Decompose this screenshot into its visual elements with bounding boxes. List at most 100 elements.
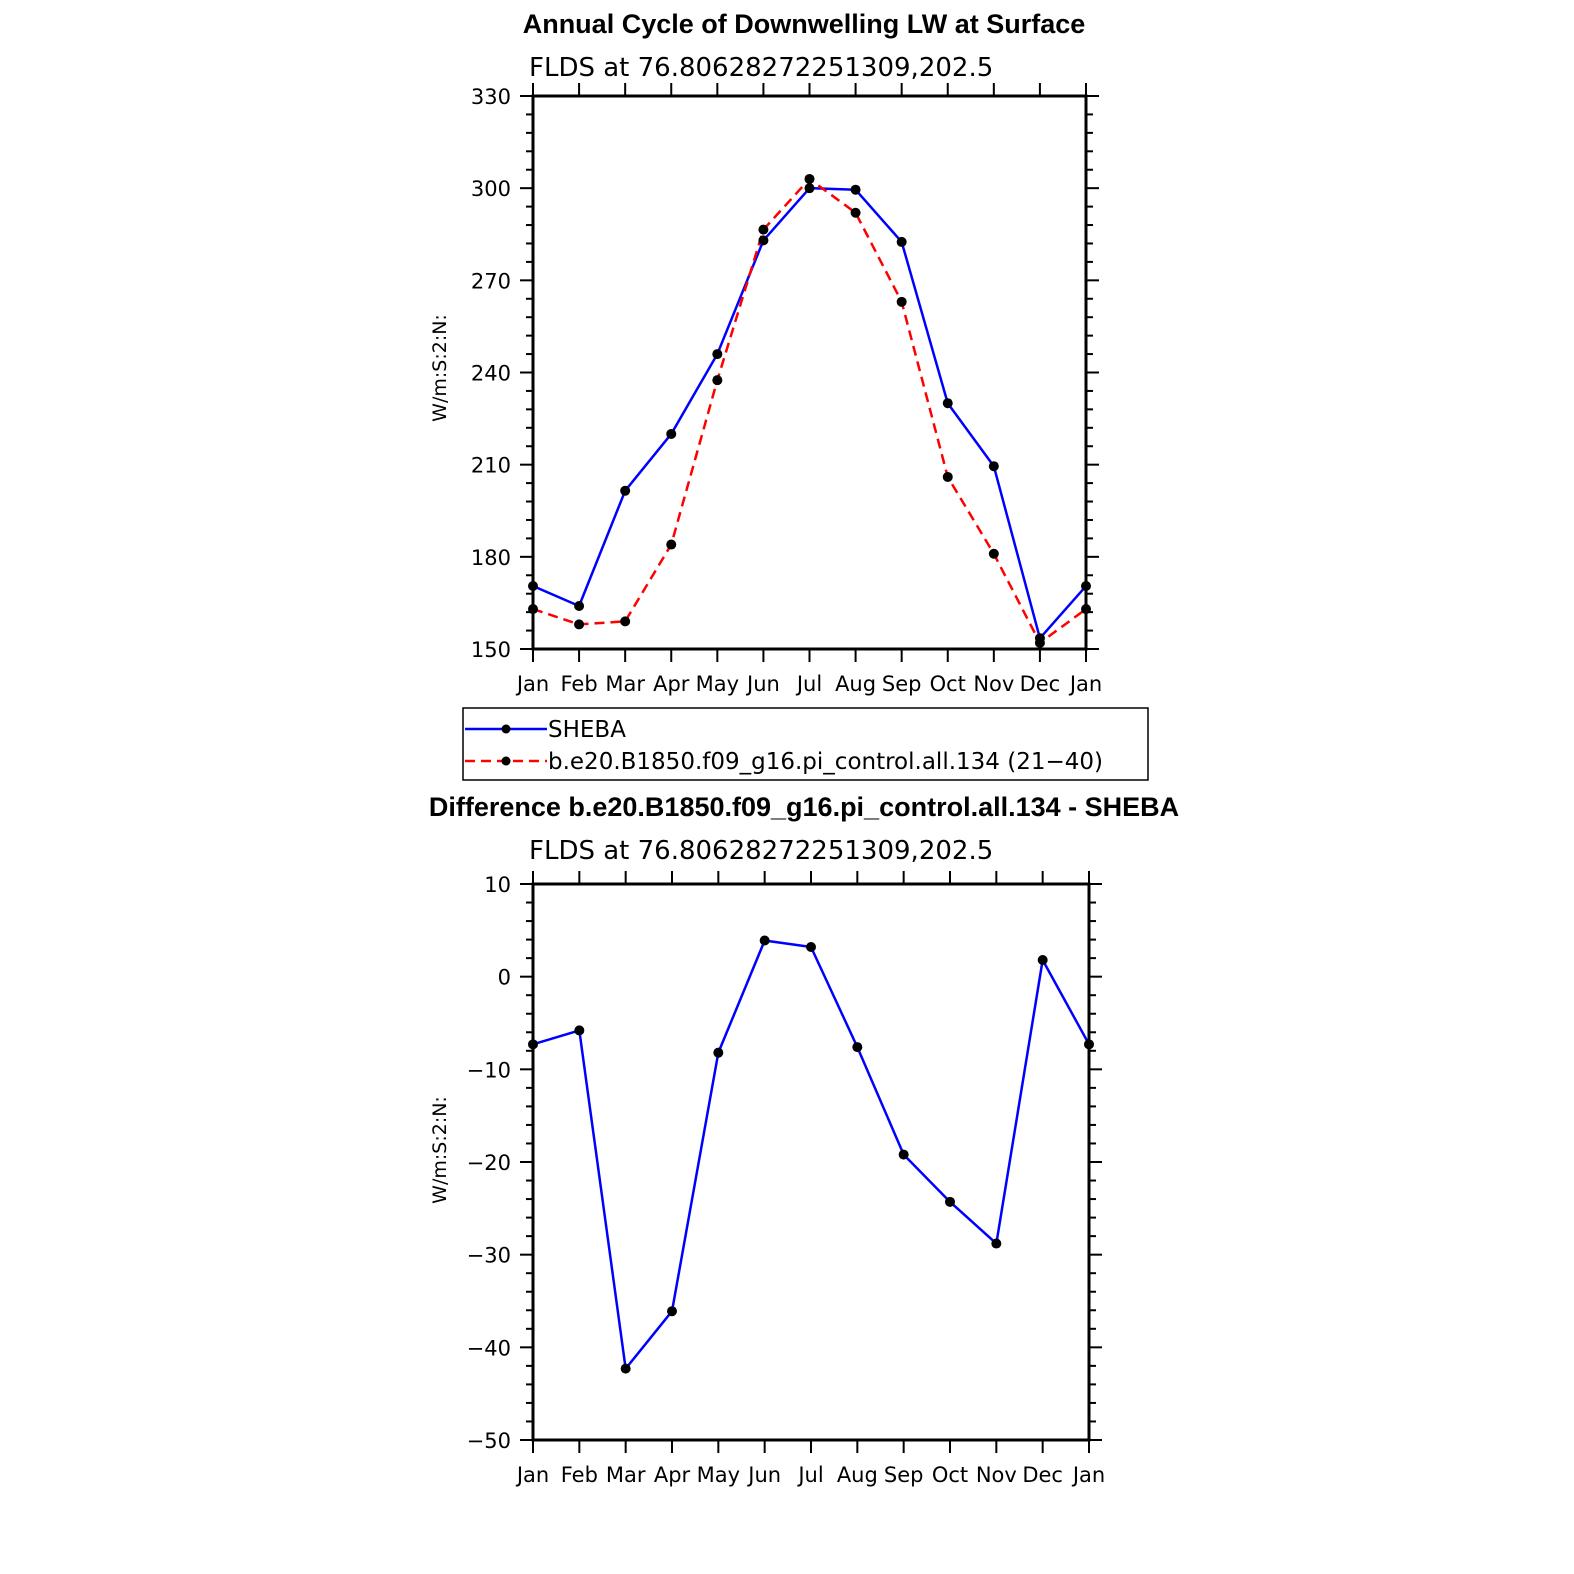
plot-frame (531, 882, 1091, 1442)
data-point (667, 1306, 677, 1317)
data-point (896, 296, 907, 307)
y-tick-label: 240 (471, 362, 511, 386)
y-tick-label: 270 (471, 269, 511, 293)
data-point (713, 1047, 724, 1058)
x-tick-label: Jan (515, 1463, 549, 1487)
legend-item-model: b.e20.B1850.f09_g16.pi_control.all.134 (… (465, 749, 1103, 775)
y-tick-label: 0 (498, 966, 511, 990)
x-tick-label: Apr (654, 1463, 691, 1487)
data-point (804, 173, 815, 184)
data-point (991, 1238, 1002, 1249)
x-tick-label: Feb (561, 1463, 598, 1487)
data-point (988, 548, 999, 559)
chart-title: Difference b.e20.B1850.f09_g16.pi_contro… (429, 792, 1179, 822)
y-tick-label: −20 (467, 1151, 511, 1175)
x-tick-label: Sep (884, 1463, 924, 1487)
data-point (620, 485, 631, 496)
series-line-0 (532, 939, 1091, 1370)
x-tick-label: Jul (795, 672, 822, 696)
data-point (942, 398, 953, 409)
data-point (620, 1363, 631, 1374)
y-tick-label: 150 (471, 638, 511, 662)
chart-subtitle: FLDS at 76.80628272251309,202.5 (529, 836, 993, 866)
x-tick-label: Apr (653, 672, 690, 696)
plot-area: −50 −40 −30 −20 −10 0 10 Jan Feb Mar Apr May Jun Jul A… (467, 871, 1105, 1487)
x-tick-label: Jan (1068, 672, 1102, 696)
data-point (758, 224, 769, 235)
x-tick-label: Feb (560, 672, 597, 696)
x-tick-label: May (697, 1463, 740, 1487)
data-point (712, 375, 723, 386)
data-point (1034, 637, 1045, 648)
x-tick-label: Jan (1071, 1463, 1105, 1487)
x-tick-label: Mar (605, 672, 645, 696)
y-tick-label: 180 (471, 546, 511, 570)
y-tick-label: 210 (471, 454, 511, 478)
data-point (1037, 954, 1048, 965)
plot-area: 150 180 210 240 270 300 330 Jan Feb Mar Apr May Jun J… (471, 83, 1102, 696)
y-tick-label: −40 (467, 1336, 511, 1360)
x-tick-label: Nov (973, 672, 1014, 696)
x-tick-label: Mar (606, 1463, 646, 1487)
data-point (1081, 581, 1091, 592)
x-tick-label: Aug (835, 672, 876, 696)
chart-title: Annual Cycle of Downwelling LW at Surfac… (523, 9, 1086, 39)
legend-box (462, 707, 1149, 781)
data-point (574, 600, 585, 611)
x-tick-label: Jun (745, 672, 780, 696)
data-point (574, 619, 585, 630)
data-point (852, 1042, 863, 1053)
data-point (666, 539, 677, 550)
data-point (712, 349, 723, 360)
x-tick-label: Sep (882, 672, 922, 696)
legend: SHEBA b.e20.B1850.f09_g16.pi_control.all… (462, 707, 1149, 781)
x-tick-label: Dec (1022, 1463, 1063, 1487)
data-point (620, 616, 631, 627)
y-tick-label: 330 (471, 85, 511, 109)
data-point (804, 183, 815, 194)
series-line-1 (532, 177, 1087, 645)
data-point (758, 235, 769, 246)
legend-label: SHEBA (548, 717, 626, 743)
chart-subtitle: FLDS at 76.80628272251309,202.5 (529, 53, 993, 83)
data-point (528, 1039, 538, 1050)
data-point (574, 1025, 585, 1036)
data-point (1081, 604, 1091, 615)
x-tick-label: Oct (930, 672, 966, 696)
panel-difference: Difference b.e20.B1850.f09_g16.pi_contro… (429, 792, 1179, 1487)
data-point (1084, 1039, 1094, 1050)
data-point (850, 184, 861, 195)
y-tick-label: −30 (467, 1244, 511, 1268)
legend-swatch-marker (501, 756, 511, 766)
data-point (850, 207, 861, 218)
data-point (528, 581, 538, 592)
data-point (942, 471, 953, 482)
y-axis-label: W/m:S:2:N: (429, 1096, 451, 1204)
data-point (666, 428, 677, 439)
y-tick-label: −50 (467, 1429, 511, 1453)
legend-label: b.e20.B1850.f09_g16.pi_control.all.134 (… (548, 749, 1103, 775)
x-tick-label: Nov (976, 1463, 1017, 1487)
data-point (759, 935, 770, 946)
data-point (806, 942, 816, 953)
y-axis-label: W/m:S:2:N: (429, 314, 451, 422)
x-tick-label: Jun (746, 1463, 781, 1487)
y-tick-label: 300 (471, 177, 511, 201)
data-point (898, 1149, 909, 1160)
x-tick-label: Aug (837, 1463, 878, 1487)
x-tick-label: Dec (1020, 672, 1061, 696)
x-tick-label: May (696, 672, 739, 696)
data-point (528, 604, 538, 615)
legend-swatch-marker (501, 724, 511, 734)
legend-item-sheba: SHEBA (465, 717, 626, 743)
data-point (945, 1196, 955, 1207)
data-point (896, 236, 907, 247)
x-tick-label: Jul (796, 1463, 823, 1487)
data-point (988, 461, 999, 472)
x-tick-label: Oct (932, 1463, 968, 1487)
y-tick-label: 10 (484, 873, 511, 897)
y-tick-label: −10 (467, 1058, 511, 1082)
x-tick-label: Jan (515, 672, 549, 696)
panel-annual-cycle: Annual Cycle of Downwelling LW at Surfac… (429, 9, 1102, 696)
